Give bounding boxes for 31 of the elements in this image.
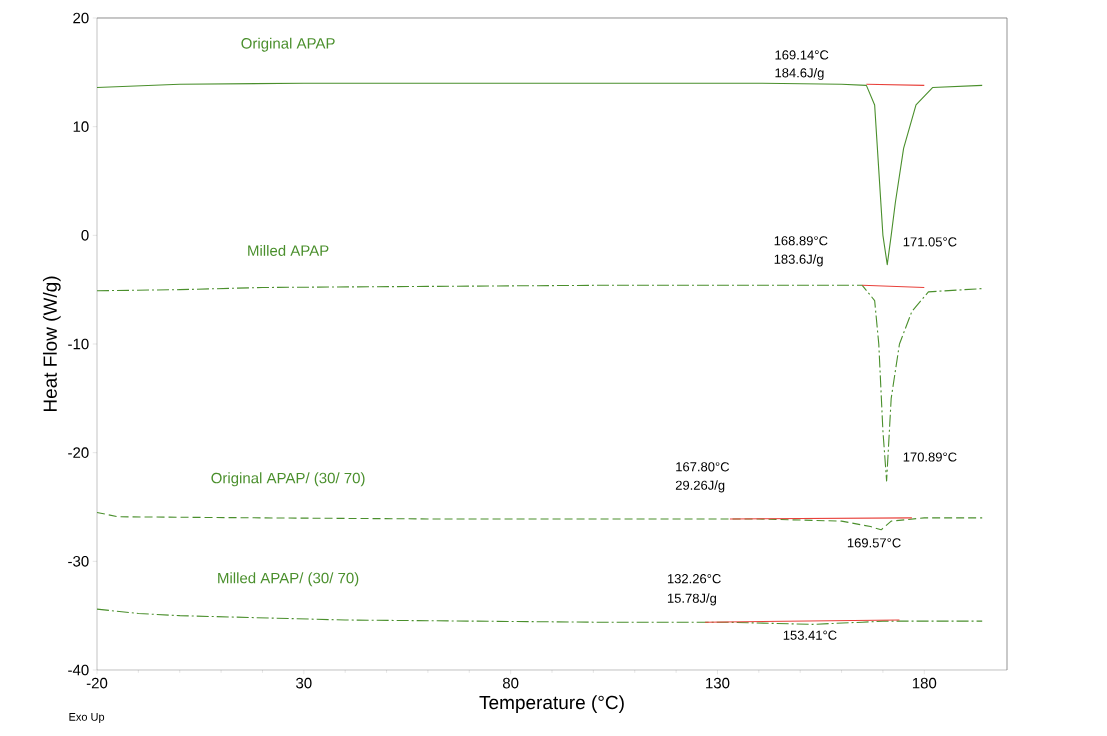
y-tick-label: -40 xyxy=(68,664,89,676)
text: Exo Up xyxy=(69,713,105,723)
x-axis-title: Temperature (°C) xyxy=(479,695,624,713)
annotation: 167.80°C xyxy=(676,462,730,472)
annotation: 183.6J/g xyxy=(774,254,823,267)
y-tick-label: -30 xyxy=(68,556,89,567)
text: Milled APAP/ (30/ 70) xyxy=(218,572,359,587)
y-tick-label: -10 xyxy=(68,338,89,350)
annotation: 29.26J/g xyxy=(675,480,725,493)
x-tick-label: 30 xyxy=(296,677,312,689)
annotation: 168.89°C xyxy=(774,236,828,246)
text: Milled APAP xyxy=(248,244,329,256)
annotation: 170.89°C xyxy=(903,452,957,462)
x-tick-label: 130 xyxy=(706,677,730,689)
y-tick-label: 0 xyxy=(81,230,89,241)
annotation: 132.26°C xyxy=(667,574,721,584)
annotation: 169.57°C xyxy=(847,538,901,548)
y-axis-title: Heat Flow (W/g) xyxy=(42,276,61,412)
annotation: 169.14°C xyxy=(775,50,829,60)
x-tick-label: 180 xyxy=(912,677,937,689)
annotation: 15.78J/g xyxy=(667,593,716,606)
y-tick-label: 20 xyxy=(73,12,89,24)
annotation: 171.05°C xyxy=(903,237,957,247)
annotation: 153.41°C xyxy=(783,630,837,640)
y-tick-label: -20 xyxy=(68,447,89,458)
text: Original APAP xyxy=(241,37,335,52)
text: Original APAP/ (30/ 70) xyxy=(211,472,365,487)
x-tick-label: 80 xyxy=(502,677,519,689)
annotation: 184.6J/g xyxy=(775,67,824,81)
x-tick-label: -20 xyxy=(86,677,108,689)
y-tick-label: 10 xyxy=(73,121,89,132)
